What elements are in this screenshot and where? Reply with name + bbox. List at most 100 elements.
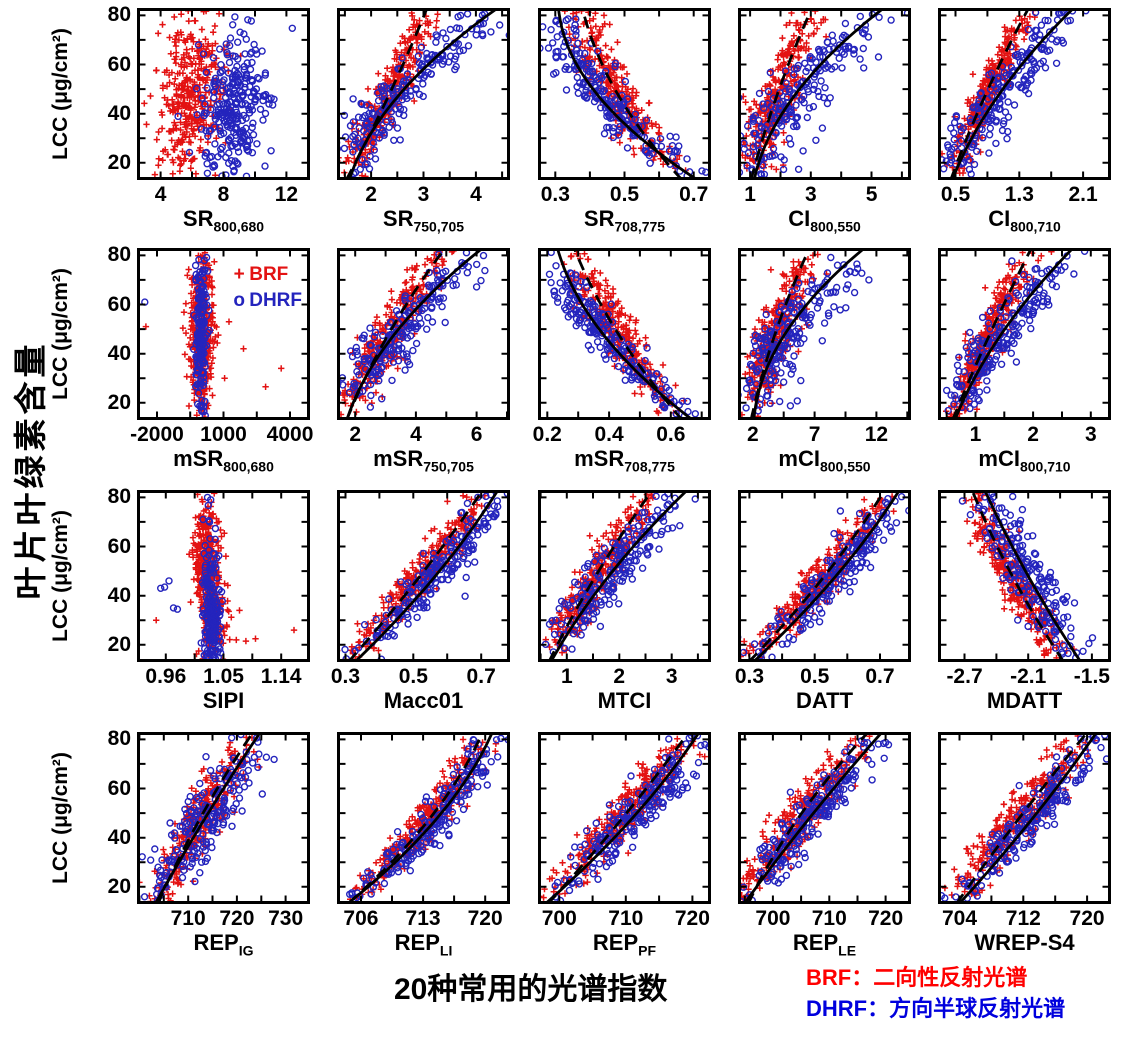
fit-line-brf bbox=[951, 250, 1033, 418]
x-tick-label: -1.5 bbox=[1073, 665, 1110, 688]
axis-ticks bbox=[940, 734, 1109, 902]
dhrf-points bbox=[339, 250, 489, 411]
x-tick-label: 1 bbox=[969, 423, 982, 446]
plot-area bbox=[538, 248, 711, 420]
plot-area bbox=[938, 732, 1111, 904]
fit-line-brf bbox=[750, 10, 813, 178]
legend-dhrf-line: DHRF：方向半球反射光谱 bbox=[806, 996, 1066, 1021]
axis-ticks bbox=[339, 734, 508, 902]
dhrf-marker-icon: o bbox=[233, 290, 246, 311]
axis-box bbox=[137, 732, 310, 904]
plot-area bbox=[137, 248, 310, 420]
axis-box bbox=[337, 490, 510, 662]
y-tick-label: 40 bbox=[107, 101, 131, 125]
axis-box bbox=[538, 490, 711, 662]
panel-msr-708,775: 0.2 0.4 0.6 mSR708,775 bbox=[533, 248, 711, 474]
axis-box bbox=[538, 732, 711, 904]
y-tick-label: 20 bbox=[107, 150, 131, 174]
dhrf-points bbox=[174, 13, 297, 178]
y-axis-label: LCC (μg/cm²) bbox=[49, 28, 72, 160]
y-tick-label: 20 bbox=[107, 390, 131, 414]
x-tick-label: 1000 bbox=[200, 423, 247, 446]
axis-box bbox=[337, 8, 510, 180]
y-tick-label: 20 bbox=[107, 874, 131, 898]
y-tick-label: 60 bbox=[107, 534, 131, 558]
axis-box bbox=[938, 8, 1111, 180]
x-tick-label: 3 bbox=[804, 183, 817, 206]
axis-ticks bbox=[740, 10, 909, 178]
y-axis-label: LCC (μg/cm²) bbox=[49, 752, 72, 884]
x-tick-label: 1 bbox=[744, 183, 756, 206]
y-tick-label: 40 bbox=[107, 583, 131, 607]
x-tick-label: 7 bbox=[808, 423, 821, 446]
fit-line-dhrf bbox=[545, 734, 700, 902]
x-axis-label: REPIG bbox=[193, 930, 254, 959]
x-tick-label: 720 bbox=[219, 907, 255, 930]
x-tick-label: 2 bbox=[365, 183, 377, 206]
panel-legend: + BRF o DHRF bbox=[229, 262, 302, 314]
x-axis-label: WREP-S4 bbox=[974, 930, 1075, 955]
brf-points bbox=[153, 492, 298, 660]
fit-line-brf bbox=[573, 250, 683, 418]
axis-box bbox=[938, 248, 1111, 420]
fit-line-dhrf bbox=[556, 250, 693, 418]
plot-area bbox=[137, 8, 310, 180]
axis-ticks bbox=[940, 250, 1109, 418]
x-tick-label: 2.1 bbox=[1068, 183, 1098, 206]
dhrf-points bbox=[940, 10, 1090, 178]
x-tick-label: 2 bbox=[349, 423, 362, 446]
axis-ticks bbox=[139, 10, 308, 178]
panel-rep-le: 700 710 720 REPLE bbox=[738, 732, 911, 958]
x-tick-label: 710 bbox=[170, 907, 206, 930]
axis-ticks bbox=[339, 492, 508, 660]
x-tick-label: 1.14 bbox=[260, 665, 302, 688]
x-tick-label: 0.4 bbox=[594, 423, 624, 446]
x-tick-label: 704 bbox=[941, 907, 978, 930]
figure-legend: BRF：二向性反射光谱 DHRF：方向半球反射光谱 bbox=[806, 962, 1065, 1024]
axis-box bbox=[337, 248, 510, 420]
panel-ci-800,550: 1 3 5 CI800,550 bbox=[738, 8, 911, 234]
axis-ticks bbox=[740, 250, 909, 418]
x-tick-label: 8 bbox=[217, 183, 230, 206]
x-tick-label: 0.7 bbox=[865, 665, 895, 688]
axis-ticks bbox=[540, 734, 709, 902]
fit-line-dhrf bbox=[954, 250, 1074, 418]
axis-box bbox=[337, 732, 510, 904]
x-axis-label: mSR750,705 bbox=[373, 446, 474, 475]
x-tick-label: 710 bbox=[811, 907, 847, 930]
panel-sr-750,705: 2 3 4 SR750,705 bbox=[337, 8, 510, 234]
x-axis-label: REPLE bbox=[792, 930, 857, 959]
x-tick-label: 720 bbox=[674, 907, 710, 930]
x-axis-label: DATT bbox=[795, 688, 854, 713]
x-tick-label: 0.5 bbox=[398, 665, 428, 688]
x-tick-label: 1 bbox=[560, 665, 573, 688]
panel-rep-pf: 700 710 720 REPPF bbox=[538, 732, 711, 958]
y-tick-label: 40 bbox=[107, 341, 131, 365]
dhrf-points bbox=[141, 253, 214, 418]
brf-marker-icon: + bbox=[233, 264, 245, 285]
fit-line-dhrf bbox=[958, 734, 1098, 902]
x-tick-label: 0.5 bbox=[800, 665, 830, 688]
x-tick-label: 0.6 bbox=[656, 423, 686, 446]
x-tick-label: 2 bbox=[1027, 423, 1039, 446]
axis-box bbox=[738, 248, 911, 420]
x-axis-label: mCI800,550 bbox=[778, 446, 871, 475]
x-axis-label: MDATT bbox=[986, 688, 1063, 713]
plot-area bbox=[337, 490, 510, 662]
axis-ticks bbox=[540, 10, 709, 178]
dhrf-points bbox=[541, 492, 699, 656]
fit-line-brf bbox=[955, 734, 1088, 902]
axis-box bbox=[938, 490, 1111, 662]
panel-mci-800,550: 2 7 12 mCI800,550 bbox=[738, 248, 911, 474]
x-tick-label: 4 bbox=[470, 183, 482, 206]
x-tick-label: 712 bbox=[1005, 907, 1041, 930]
axis-box bbox=[538, 248, 711, 420]
x-tick-label: 2 bbox=[613, 665, 626, 688]
legend-brf-line: BRF：二向性反射光谱 bbox=[806, 965, 1028, 990]
x-axis-label: MTCI bbox=[597, 688, 652, 713]
fit-line-brf bbox=[157, 734, 254, 902]
x-tick-label: 0.7 bbox=[679, 183, 709, 206]
panel-sr-800,680: 4 8 12 SR800,680 20 40 60 80 LCC (μg/cm²) bbox=[49, 3, 310, 234]
